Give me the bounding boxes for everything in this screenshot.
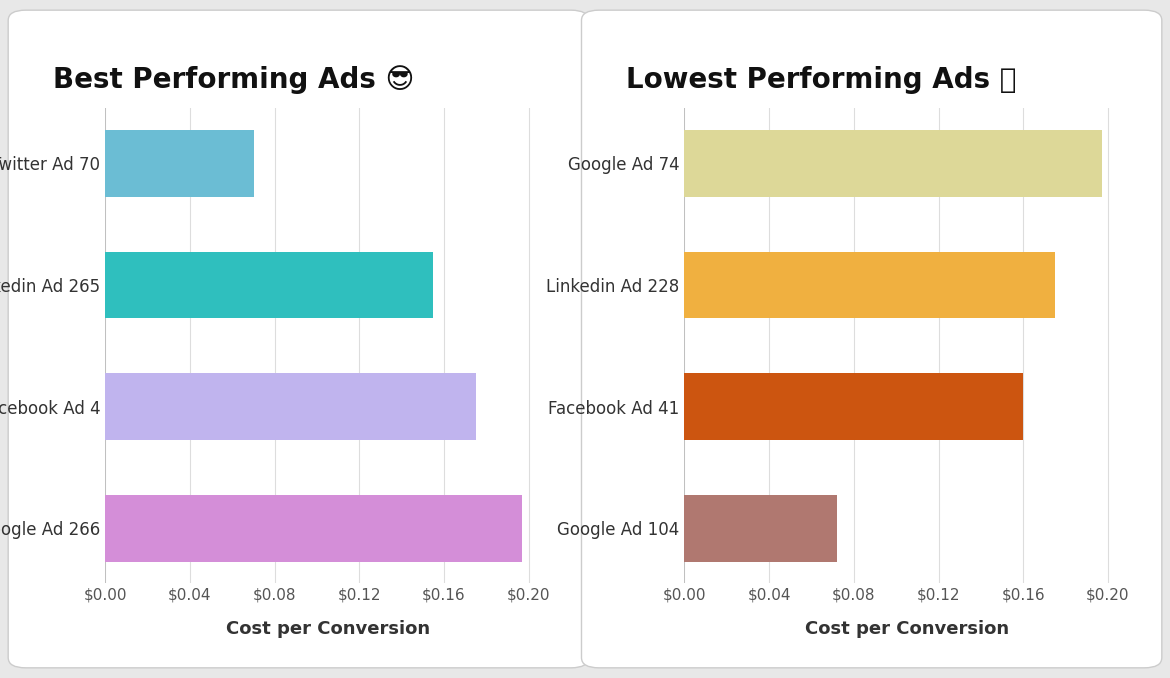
Bar bbox=[105, 373, 476, 440]
Text: Lowest Performing Ads 🤔: Lowest Performing Ads 🤔 bbox=[626, 66, 1017, 94]
Bar bbox=[684, 252, 1055, 319]
Text: Best Performing Ads 😎: Best Performing Ads 😎 bbox=[53, 64, 414, 94]
X-axis label: Cost per Conversion: Cost per Conversion bbox=[226, 620, 429, 637]
Bar bbox=[105, 130, 254, 197]
X-axis label: Cost per Conversion: Cost per Conversion bbox=[805, 620, 1009, 637]
Bar bbox=[105, 495, 522, 561]
Bar bbox=[684, 130, 1101, 197]
Bar bbox=[105, 252, 433, 319]
Bar bbox=[684, 495, 837, 561]
Bar bbox=[684, 373, 1024, 440]
